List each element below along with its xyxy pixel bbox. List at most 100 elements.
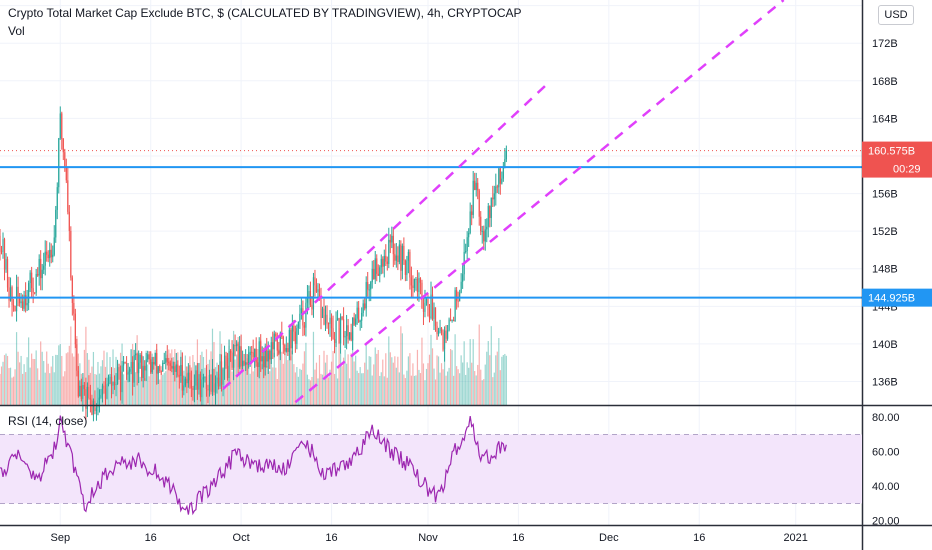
volume-bar (339, 353, 342, 405)
candle (318, 289, 321, 300)
candle (388, 239, 390, 264)
candle (237, 343, 239, 368)
candle (258, 341, 260, 368)
candle (95, 407, 98, 411)
volume-bar (22, 373, 24, 405)
candle (122, 361, 125, 366)
volume-bar (475, 375, 477, 405)
candle (107, 383, 110, 385)
volume-bar (0, 366, 3, 405)
candle (124, 361, 126, 364)
volume-bar (468, 367, 470, 405)
candle (50, 249, 52, 258)
candle (207, 389, 209, 391)
candle (138, 362, 140, 374)
candle (12, 305, 15, 307)
candle (454, 290, 456, 322)
time-axis-tick: Sep (50, 532, 70, 544)
volume-bar (272, 367, 274, 405)
candle (284, 344, 286, 352)
candle (418, 278, 420, 292)
volume-bar (466, 362, 468, 405)
candle (116, 367, 119, 385)
candle (321, 308, 324, 318)
candle (68, 211, 70, 231)
volume-bar (459, 373, 461, 405)
candle (358, 307, 360, 322)
candle (306, 298, 309, 303)
volume-bar (386, 377, 388, 405)
candle (98, 397, 101, 401)
candle (305, 302, 307, 328)
currency-button[interactable]: USD (878, 5, 914, 25)
candle (341, 316, 343, 320)
candle (74, 313, 76, 345)
candle (184, 378, 186, 386)
volume-bar (397, 356, 399, 405)
volume-bar (159, 379, 161, 405)
volume-bar (64, 371, 66, 405)
volume-bar (391, 357, 393, 405)
volume-bar (303, 351, 306, 405)
volume-bar (409, 353, 411, 405)
volume-bar (422, 363, 425, 405)
candle (370, 282, 372, 290)
candle (303, 325, 306, 328)
volume-bar (480, 369, 482, 405)
candle (9, 287, 12, 301)
candle (92, 400, 95, 415)
candle (394, 254, 396, 261)
candle (225, 355, 227, 366)
candle (157, 366, 159, 374)
candle (79, 385, 81, 397)
volume-bar (370, 356, 372, 405)
volume-bar (279, 335, 281, 405)
volume-indicator-label: Vol (8, 24, 25, 38)
candle (59, 113, 61, 139)
candle (439, 327, 441, 332)
volume-bar (40, 341, 42, 405)
candle (242, 360, 244, 367)
time-axis-tick: 16 (512, 532, 524, 544)
volume-bar (336, 378, 339, 405)
volume-bar (346, 363, 348, 405)
volume-bar (261, 364, 263, 405)
volume-bar (371, 375, 373, 405)
volume-bar (245, 362, 247, 405)
candle (229, 351, 232, 353)
candle (386, 261, 388, 264)
volume-bar (374, 347, 376, 405)
candle (34, 292, 36, 294)
volume-bar (446, 371, 449, 405)
volume-bar (418, 369, 420, 405)
candle (403, 245, 405, 261)
volume-bar (25, 372, 27, 405)
candle (424, 302, 426, 312)
volume-bar (56, 354, 58, 405)
volume-bar (398, 372, 400, 405)
candle (359, 320, 361, 322)
volume-bar (15, 332, 18, 405)
volume-bar (59, 344, 61, 405)
countdown-text: 00:29 (893, 164, 921, 176)
volume-bar (474, 371, 476, 405)
candle (443, 330, 446, 350)
volume-bar (26, 357, 28, 405)
volume-bar (67, 352, 69, 405)
candle (165, 358, 167, 363)
volume-bar (278, 349, 280, 405)
candle (223, 355, 226, 370)
volume-bar (32, 358, 34, 405)
candle (125, 363, 128, 375)
volume-bar (124, 380, 126, 405)
candle (376, 258, 378, 274)
volume-bar (23, 364, 25, 405)
candle (110, 376, 113, 386)
candle (214, 383, 217, 393)
volume-bar (20, 355, 22, 405)
candle (425, 298, 428, 303)
volume-bar (341, 366, 343, 405)
time-axis-tick: 16 (325, 532, 337, 544)
candle (379, 267, 381, 276)
